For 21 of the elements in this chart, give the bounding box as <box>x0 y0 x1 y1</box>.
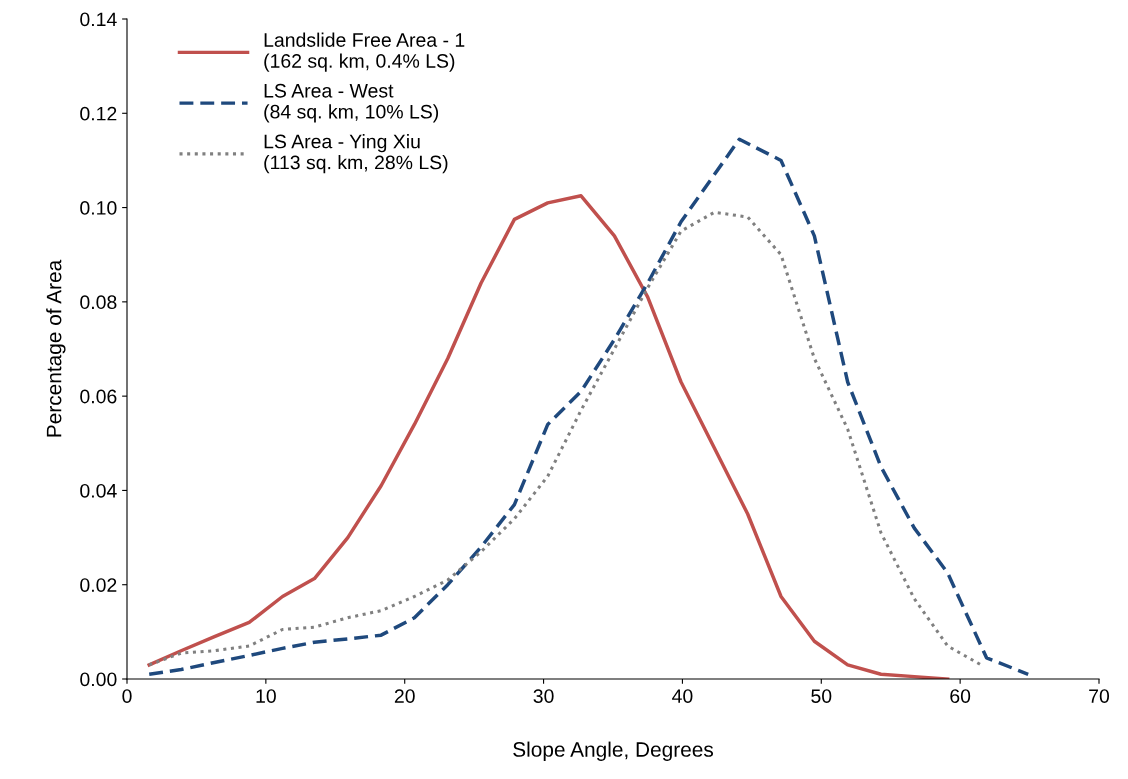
x-tick-label: 70 <box>1089 689 1110 703</box>
y-tick-label: 0.02 <box>80 578 117 592</box>
y-tick-label: 0.14 <box>80 12 117 27</box>
y-axis-title: Percentage of Area <box>46 259 66 437</box>
y-tick-label: 0.08 <box>80 295 117 310</box>
y-tick-label: 0.00 <box>80 672 117 687</box>
x-tick-label: 50 <box>811 689 832 703</box>
x-tick-label: 40 <box>672 689 693 703</box>
legend-label: LS Area - West (84 sq. km, 10% LS) <box>264 83 439 123</box>
x-axis-title: Slope Angle, Degrees <box>513 741 714 761</box>
x-tick-label: 20 <box>394 689 415 703</box>
x-tick-label: 30 <box>533 689 554 703</box>
x-tick-label: 0 <box>122 689 132 703</box>
y-tick-label: 0.10 <box>80 201 117 215</box>
legend-label: LS Area - Ying Xiu (113 sq. km, 28% LS) <box>264 134 448 174</box>
y-tick-label: 0.12 <box>80 106 117 121</box>
y-tick-label: 0.06 <box>80 389 117 404</box>
x-tick-label: 10 <box>256 689 276 703</box>
y-tick-label: 0.04 <box>80 483 117 498</box>
x-tick-label: 60 <box>950 689 971 703</box>
legend-label: Landslide Free Area - 1 (162 sq. km, 0.4% LS) <box>264 32 465 72</box>
